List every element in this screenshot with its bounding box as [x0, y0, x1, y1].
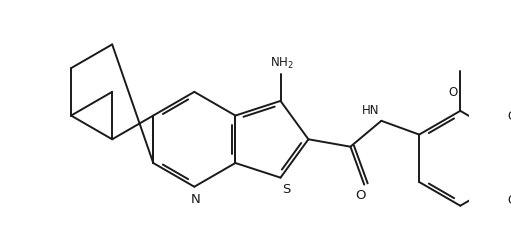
- Text: O: O: [448, 86, 457, 99]
- Text: HN: HN: [362, 104, 380, 117]
- Text: S: S: [282, 183, 290, 196]
- Text: O: O: [508, 110, 511, 123]
- Text: N: N: [191, 193, 200, 206]
- Text: O: O: [355, 189, 366, 202]
- Text: NH$_2$: NH$_2$: [269, 56, 293, 71]
- Text: O: O: [508, 194, 511, 207]
